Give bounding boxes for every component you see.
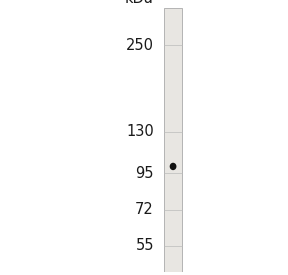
Text: 95: 95 [135, 166, 154, 181]
Text: 72: 72 [135, 202, 154, 218]
Text: 250: 250 [126, 37, 154, 53]
Ellipse shape [170, 163, 177, 170]
FancyBboxPatch shape [164, 8, 182, 272]
Text: kDa: kDa [125, 0, 154, 6]
Text: 130: 130 [126, 124, 154, 139]
Text: 55: 55 [135, 238, 154, 253]
